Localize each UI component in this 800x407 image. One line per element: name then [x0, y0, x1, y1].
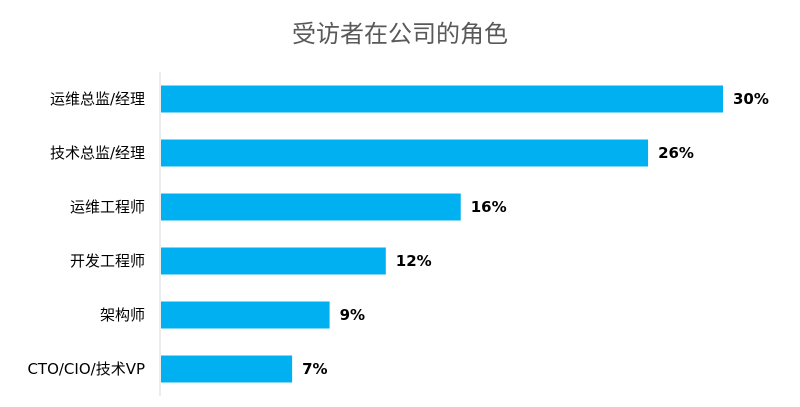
category-label-3: 开发工程师 [70, 252, 145, 270]
bar-4 [161, 301, 330, 329]
category-label-1: 技术总监/经理 [50, 144, 145, 162]
bar-1 [161, 139, 649, 167]
value-label-2: 16% [471, 198, 507, 216]
bar-3 [161, 247, 386, 275]
value-label-0: 30% [733, 90, 769, 108]
bar-0 [161, 85, 723, 113]
value-label-5: 7% [302, 360, 327, 378]
category-label-4: 架构师 [100, 306, 145, 324]
value-label-4: 9% [340, 306, 365, 324]
bar-5 [161, 355, 293, 383]
value-label-1: 26% [658, 144, 694, 162]
value-label-3: 12% [396, 252, 432, 270]
category-label-5: CTO/CIO/技术VP [27, 360, 145, 378]
category-label-0: 运维总监/经理 [50, 90, 145, 108]
category-label-2: 运维工程师 [70, 198, 145, 216]
bars-group: 运维总监/经理 30% 技术总监/经理 26% 运维工程师 16% 开发工程师 12% 架构师 9… [27, 85, 769, 383]
chart-title: 受访者在公司的角色 [292, 20, 508, 48]
bar-2 [161, 193, 461, 221]
